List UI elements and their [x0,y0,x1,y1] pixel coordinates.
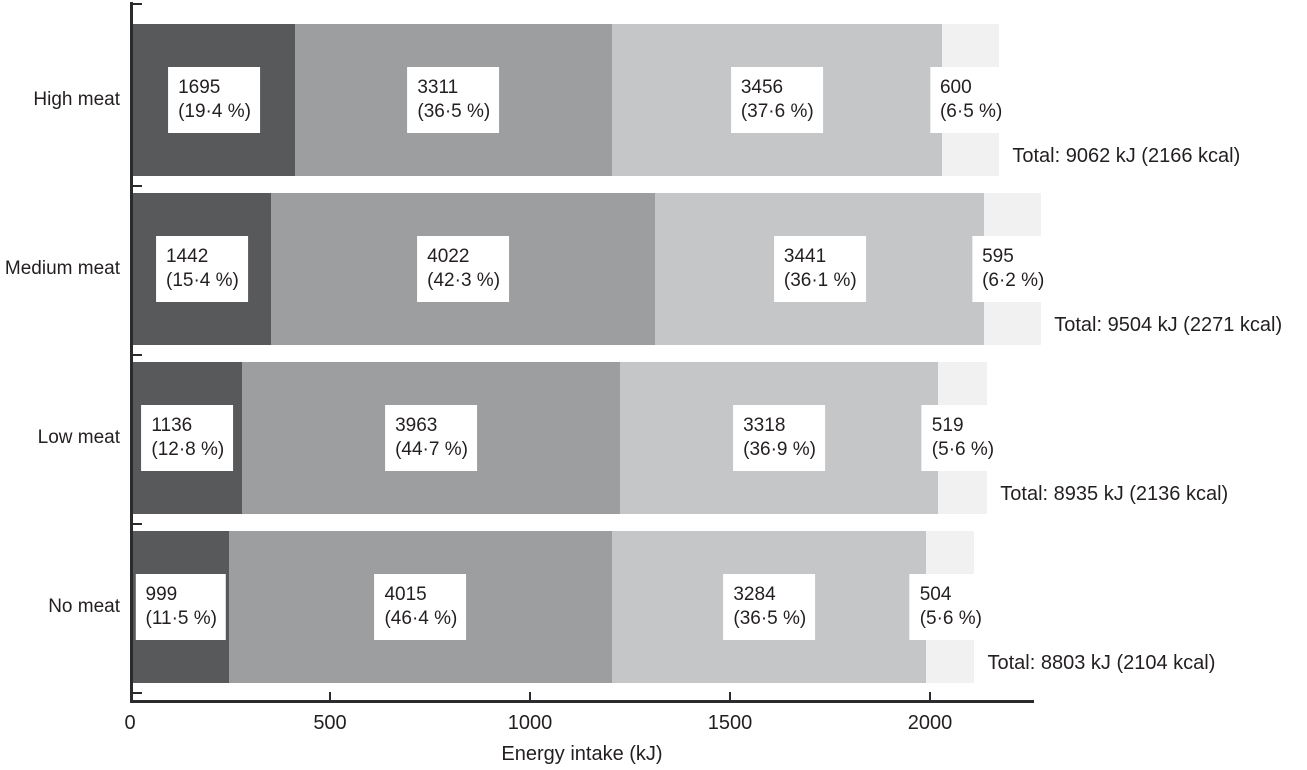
segment-label-box: 1695 (19·4 %) [168,67,260,133]
segment-percent-label: (11·5 %) [145,608,217,629]
segment-percent-label: (37·6 %) [740,101,814,122]
segment-value-label: 999 [145,584,178,605]
segment-label-box: 3284 (36·5 %) [723,574,816,640]
bar-segment: 4022 (42·3 %) [270,193,656,345]
category-label: Medium meat [4,258,120,279]
segment-percent-label: (5·6 %) [919,608,983,629]
segment-label-box: 3318 (36·9 %) [733,405,825,471]
bar-segment: 1695 (19·4 %) [133,24,296,176]
y-axis-tick [133,691,142,694]
segment-percent-label: (36·1 %) [783,270,857,291]
bar-segment: 600 (6·5 %) [929,24,1012,176]
segment-value-label: 519 [931,415,964,436]
y-axis-line [130,2,133,700]
segment-percent-label: (15·4 %) [165,270,239,291]
x-axis-tick [729,692,731,700]
category-label: No meat [48,596,120,617]
segment-percent-label: (5·6 %) [931,439,995,460]
segment-value-label: 600 [939,77,972,98]
bar-segment: 4015 (46·4 %) [228,531,613,683]
segment-percent-label: (12·8 %) [151,439,225,460]
segment-value-label: 4015 [384,584,427,605]
segment-label-box: 999 (11·5 %) [135,574,226,640]
x-axis-tick [929,692,931,700]
bar-row: 1136 (12·8 %) 3963 (44·7 %) 3318 (36·9 %) 519 (… [133,362,1004,514]
bar-segment: 1136 (12·8 %) [133,362,242,514]
segment-label-box: 3456 (37·6 %) [730,67,823,133]
total-label: Total: 9062 kJ (2166 kcal) [1012,145,1241,167]
segment-value-label: 1695 [178,77,221,98]
segment-label-box: 519 (5·6 %) [921,405,1004,471]
bar-segment: 3318 (36·9 %) [620,362,938,514]
segment-label-box: 3963 (44·7 %) [385,405,477,471]
total-label: Total: 9504 kJ (2271 kcal) [1054,314,1283,336]
segment-value-label: 4022 [427,246,470,267]
segment-label-box: 4015 (46·4 %) [374,574,467,640]
segment-value-label: 1136 [151,415,193,436]
category-label: High meat [33,89,120,110]
bar-segment: 519 (5·6 %) [921,362,1004,514]
bar-segment: 3311 (36·5 %) [295,24,612,176]
bar-segment: 999 (11·5 %) [133,531,229,683]
segment-percent-label: (6·2 %) [982,270,1045,291]
segment-label-box: 600 (6·5 %) [929,67,1012,133]
segment-value-label: 3963 [395,415,438,436]
segment-value-label: 3318 [743,415,786,436]
y-axis-tick [133,353,142,356]
x-axis-line [130,700,1034,703]
bar-segment: 1442 (15·4 %) [133,193,271,345]
segment-value-label: 3284 [733,584,776,605]
segment-value-label: 504 [919,584,952,605]
bar-segment: 595 (6·2 %) [972,193,1054,345]
bar-segment: 3456 (37·6 %) [611,24,942,176]
x-tick-label: 500 [313,712,347,734]
total-label: Total: 8935 kJ (2136 kcal) [1000,483,1229,505]
segment-label-box: 504 (5·6 %) [909,574,992,640]
x-tick-label: 0 [124,712,136,734]
segment-value-label: 3456 [740,77,784,98]
segment-label-box: 595 (6·2 %) [972,236,1054,302]
segment-label-box: 3441 (36·1 %) [773,236,866,302]
segment-percent-label: (46·4 %) [384,608,458,629]
bar-segment: 3963 (44·7 %) [241,362,621,514]
bar-segment: 3284 (36·5 %) [612,531,927,683]
x-axis-title: Energy intake (kJ) [501,743,663,765]
segment-percent-label: (19·4 %) [178,101,251,122]
bar-row: 1695 (19·4 %) 3311 (36·5 %) 3456 (37·6 %) 600 (… [133,24,1012,176]
segment-percent-label: (36·5 %) [417,101,491,122]
x-tick-label: 1000 [507,712,553,734]
segment-label-box: 1136 (12·8 %) [141,405,234,471]
bar-row: 1442 (15·4 %) 4022 (42·3 %) 3441 (36·1 %) 595 (… [133,193,1054,345]
segment-percent-label: (36·5 %) [733,608,807,629]
segment-value-label: 1442 [165,246,209,267]
segment-value-label: 595 [982,246,1014,267]
x-tick-label: 1500 [707,712,753,734]
y-axis-tick [133,522,142,525]
segment-percent-label: (44·7 %) [395,439,468,460]
segment-label-box: 3311 (36·5 %) [407,67,500,133]
y-axis-tick [133,184,142,187]
segment-label-box: 1442 (15·4 %) [155,236,248,302]
bar-row: 999 (11·5 %) 4015 (46·4 %) 3284 (36·5 %) 504 (5… [133,531,992,683]
bar-segment: 3441 (36·1 %) [655,193,985,345]
y-axis-tick [133,3,142,5]
segment-percent-label: (6·5 %) [939,101,1003,122]
segment-label-box: 4022 (42·3 %) [417,236,510,302]
segment-value-label: 3311 [417,77,459,98]
category-label: Low meat [37,427,120,448]
x-axis-tick [329,692,331,700]
bar-segment: 504 (5·6 %) [909,531,992,683]
x-axis-tick [529,692,531,700]
segment-percent-label: (42·3 %) [427,270,501,291]
x-tick-label: 2000 [907,712,953,734]
segment-value-label: 3441 [783,246,827,267]
total-label: Total: 8803 kJ (2104 kcal) [987,652,1216,674]
segment-percent-label: (36·9 %) [743,439,816,460]
